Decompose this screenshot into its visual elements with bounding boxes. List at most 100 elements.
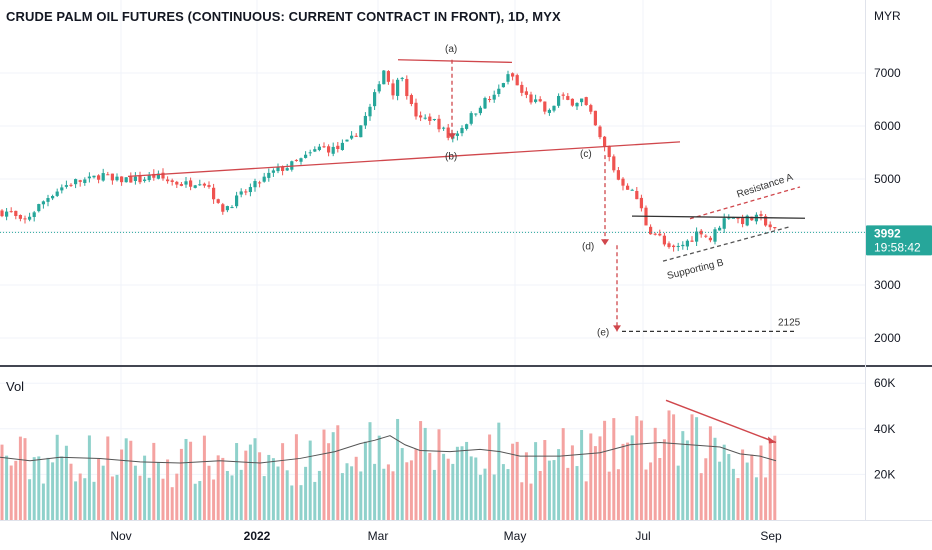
candle-body xyxy=(28,216,32,220)
volume-bar xyxy=(713,437,717,520)
volume-bar xyxy=(373,463,377,520)
candle-body xyxy=(129,176,133,183)
candle-body xyxy=(621,178,625,186)
candle-body xyxy=(340,142,344,150)
candle-body xyxy=(598,126,602,138)
candle-body xyxy=(74,179,78,185)
volume-bar xyxy=(382,468,386,520)
price-axis[interactable]: 200030004000500060007000 xyxy=(874,66,901,345)
candle-body xyxy=(708,237,712,241)
volume-bar xyxy=(649,462,653,520)
volume-bar xyxy=(46,457,50,520)
arrow-e xyxy=(613,325,621,332)
volume-bar xyxy=(18,436,22,520)
candle-body xyxy=(520,84,524,93)
candle-body xyxy=(515,75,519,86)
candle-body xyxy=(676,245,680,247)
volume-bar xyxy=(5,455,9,520)
volume-bar xyxy=(773,435,777,520)
candle-body xyxy=(276,166,280,172)
volume-bar xyxy=(612,418,616,520)
candle-body xyxy=(488,98,492,100)
candle-body xyxy=(446,127,450,138)
volume-bar xyxy=(345,463,349,520)
volume-bar xyxy=(221,457,225,520)
volume-bar xyxy=(202,435,206,520)
time-tick-label: Nov xyxy=(110,529,131,543)
time-tick-label: Mar xyxy=(368,529,389,543)
volume-bar xyxy=(492,474,496,520)
candle-body xyxy=(501,83,505,88)
candle-body xyxy=(667,243,671,248)
volume-bar xyxy=(566,467,570,520)
volume-bar xyxy=(9,465,13,520)
candle-body xyxy=(681,244,685,247)
candle-body xyxy=(695,231,699,242)
volume-bar xyxy=(87,435,91,520)
volume-bar xyxy=(561,428,565,520)
arrow-b xyxy=(448,133,456,140)
candle-body xyxy=(115,176,119,181)
candle-body xyxy=(350,135,354,139)
volume-bar xyxy=(106,436,110,520)
volume-bar xyxy=(207,465,211,520)
volume-bar xyxy=(83,478,87,520)
volume-bar xyxy=(396,418,400,520)
volume-bar xyxy=(570,445,574,520)
volume-axis[interactable]: 20K 40K 60K xyxy=(874,376,895,481)
candle-body xyxy=(741,218,745,225)
candle-body xyxy=(69,184,73,186)
volume-bar xyxy=(639,420,643,520)
volume-bar xyxy=(271,458,275,520)
candle-body xyxy=(5,211,9,217)
volume-bar xyxy=(23,438,27,520)
volume-bar xyxy=(552,460,556,520)
candle-body xyxy=(235,195,239,207)
candle-body xyxy=(14,210,18,216)
candle-body xyxy=(101,173,105,181)
volume-bar xyxy=(593,446,597,520)
volume-bar xyxy=(304,466,308,520)
candle-body xyxy=(612,156,616,171)
candles xyxy=(0,69,777,252)
candle-body xyxy=(336,145,340,150)
candle-body xyxy=(478,107,482,114)
volume-bar xyxy=(74,481,78,520)
candle-body xyxy=(396,79,400,96)
candle-body xyxy=(639,197,643,209)
volume-bar xyxy=(662,439,666,520)
candle-body xyxy=(271,170,275,173)
volume-bar xyxy=(741,449,745,520)
volume-bar xyxy=(212,479,216,520)
candle-body xyxy=(267,172,271,178)
volume-bar xyxy=(179,448,183,520)
price-tick-label: 6000 xyxy=(874,119,901,133)
candle-body xyxy=(308,152,312,154)
candle-body xyxy=(534,99,538,102)
candle-body xyxy=(317,146,321,151)
candle-body xyxy=(322,146,326,148)
candle-body xyxy=(492,94,496,100)
volume-bar xyxy=(727,454,731,520)
candle-body xyxy=(483,98,487,109)
volume-label: Vol xyxy=(6,379,25,394)
candle-body xyxy=(658,233,662,236)
volume-trend-arrow xyxy=(768,436,776,444)
candle-body xyxy=(432,119,436,121)
label-a: (a) xyxy=(445,44,457,55)
candle-body xyxy=(198,184,202,186)
volume-bar xyxy=(101,465,105,520)
time-axis[interactable]: Nov 2022 Mar May Jul Sep xyxy=(110,529,782,543)
candle-body xyxy=(722,218,726,229)
candle-body xyxy=(405,78,409,97)
candle-body xyxy=(465,124,469,129)
candle-body xyxy=(32,212,36,217)
volume-bar xyxy=(681,431,685,520)
volume-bar xyxy=(469,456,473,520)
volume-bar xyxy=(731,468,735,520)
candle-body xyxy=(124,177,128,183)
volume-bar xyxy=(423,427,427,520)
candle-body xyxy=(414,102,418,117)
volume-bar xyxy=(708,426,712,520)
